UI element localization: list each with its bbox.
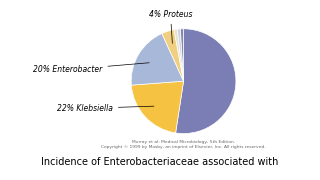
Text: 22% Klebsiella: 22% Klebsiella — [57, 104, 154, 113]
Wedge shape — [180, 29, 184, 81]
Wedge shape — [131, 33, 184, 85]
Text: 4% Proteus: 4% Proteus — [149, 10, 192, 43]
Text: 20% Enterobacter: 20% Enterobacter — [33, 63, 149, 74]
Text: Murray et al: Medical Microbiology, 5th Edition.
Copyright © 1999 by Mosby, an i: Murray et al: Medical Microbiology, 5th … — [101, 140, 266, 149]
Wedge shape — [176, 29, 236, 134]
Text: Incidence of Enterobacteriaceae associated with: Incidence of Enterobacteriaceae associat… — [41, 157, 279, 167]
Wedge shape — [177, 29, 184, 81]
Wedge shape — [131, 81, 184, 133]
Wedge shape — [174, 29, 184, 81]
Wedge shape — [162, 30, 184, 81]
